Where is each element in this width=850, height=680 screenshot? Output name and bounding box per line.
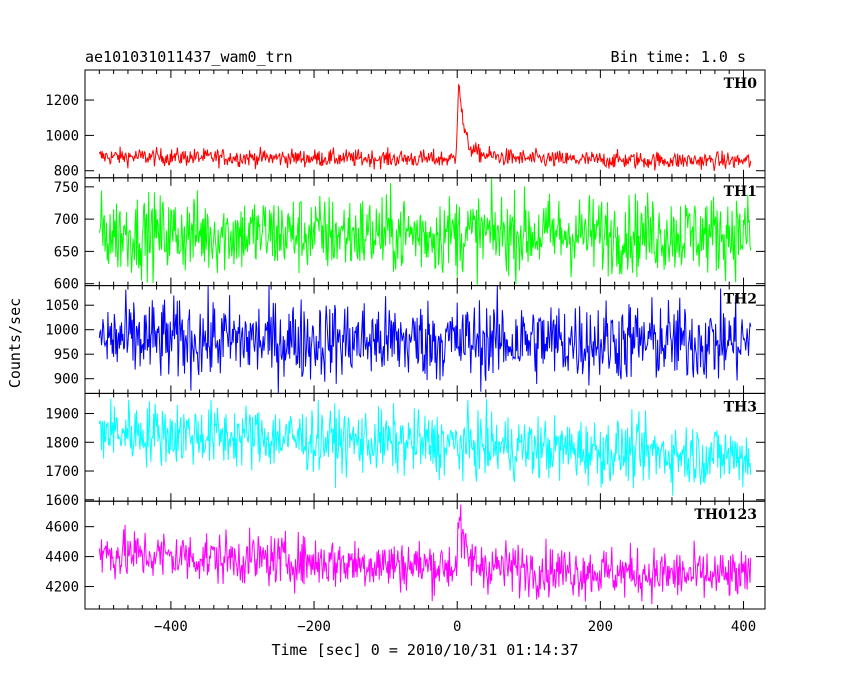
series-line-th3	[98, 398, 752, 496]
x-tick-label: −400	[154, 619, 188, 635]
panel-label-th0123: TH0123	[694, 507, 757, 523]
y-tick-label: 1800	[45, 435, 79, 451]
panel-label-th1: TH1	[724, 184, 757, 200]
panel-label-th3: TH3	[724, 399, 757, 415]
series-line-th2	[98, 285, 752, 394]
y-tick-label: 800	[54, 164, 79, 180]
x-tick-label: 0	[453, 619, 461, 635]
y-tick-label: 900	[54, 372, 79, 388]
panel-frame	[84, 500, 766, 610]
x-tick-label: 200	[588, 619, 613, 635]
y-tick-label: 1700	[45, 464, 79, 480]
y-tick-label: 650	[54, 244, 79, 260]
panel-label-th0: TH0	[724, 76, 758, 92]
y-tick-label: 4200	[45, 580, 79, 596]
x-axis-label: Time [sec] 0 = 2010/10/31 01:14:37	[271, 641, 578, 659]
y-tick-label: 1050	[45, 298, 79, 314]
series-line-th0123	[98, 504, 752, 605]
chart-title: ae101031011437_wam0_trn	[85, 48, 293, 66]
bin-time-label: Bin time: 1.0 s	[611, 48, 746, 66]
y-tick-label: 950	[54, 347, 79, 363]
panel-frame	[84, 392, 766, 502]
y-tick-label: 1200	[45, 93, 79, 109]
y-tick-label: 4600	[45, 520, 79, 536]
y-tick-label: 1000	[45, 323, 79, 339]
y-tick-label: 4400	[45, 550, 79, 566]
x-tick-label: −200	[297, 619, 331, 635]
series-line-th0	[98, 83, 752, 172]
y-axis-label: Counts/sec	[6, 298, 24, 388]
panel-label-th2: TH2	[724, 292, 757, 308]
y-tick-label: 1900	[45, 407, 79, 423]
y-tick-label: 750	[54, 180, 79, 196]
panels: TH0 800 1000 1200 TH1 600 650 700 750 TH2 900 950 10…	[45, 69, 766, 635]
y-tick-label: 1000	[45, 128, 79, 144]
y-tick-label: 1600	[45, 493, 79, 509]
series-line-th1	[98, 177, 752, 286]
x-tick-label: 400	[731, 619, 756, 635]
y-tick-label: 700	[54, 212, 79, 228]
y-tick-label: 600	[54, 277, 79, 293]
panel-frame	[84, 285, 766, 394]
